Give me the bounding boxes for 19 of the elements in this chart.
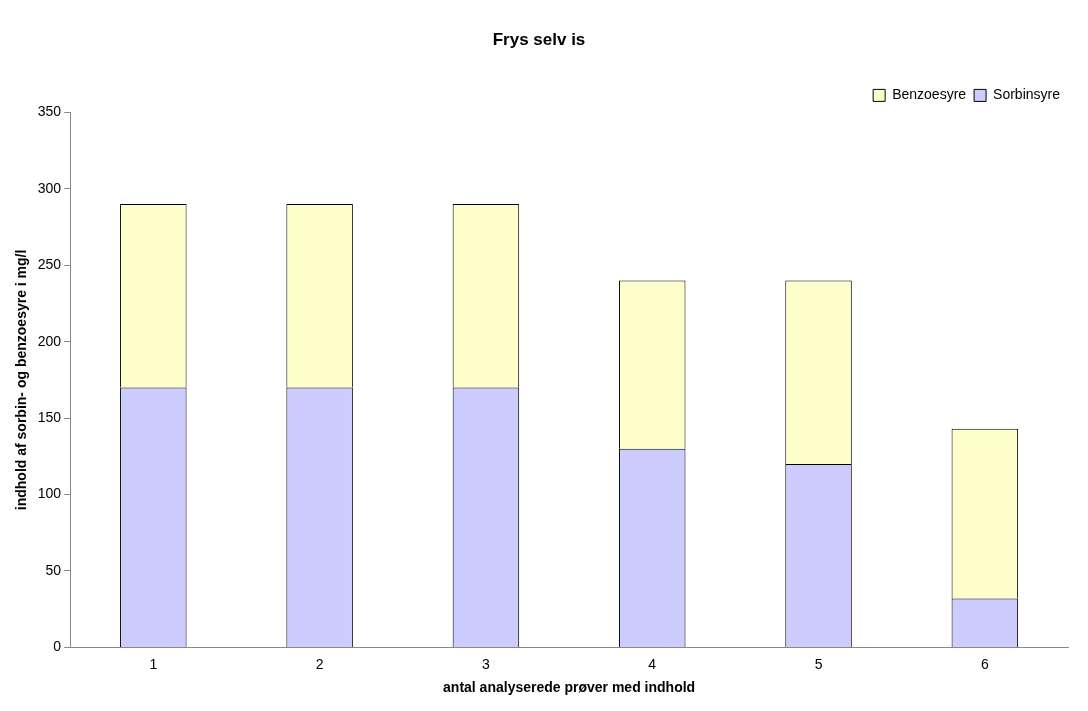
- chart-title: Frys selv is: [492, 29, 586, 49]
- y-tick-label: 100: [37, 485, 62, 502]
- y-tick-label: 50: [45, 561, 62, 578]
- legend-label: Sorbinsyre: [993, 86, 1061, 103]
- x-axis-title: antal analyserede prøver med indhold: [443, 679, 696, 696]
- x-tick-label: 3: [482, 655, 491, 672]
- y-tick-label: 200: [37, 332, 62, 349]
- y-tick-label: 300: [37, 179, 62, 196]
- x-tick-label: 2: [315, 655, 324, 672]
- x-tick-label: 6: [980, 655, 989, 672]
- x-tick-label: 5: [814, 655, 823, 672]
- y-tick-label: 0: [53, 638, 62, 655]
- x-tick-label: 4: [648, 655, 657, 672]
- y-tick-label: 350: [37, 103, 62, 120]
- y-tick-label: 250: [37, 256, 62, 273]
- x-tick-label: 1: [149, 655, 158, 672]
- legend-label: Benzoesyre: [892, 86, 967, 103]
- y-tick-label: 150: [37, 408, 62, 425]
- y-axis-title: indhold af sorbin- og benzoesyre i mg/l: [13, 249, 30, 511]
